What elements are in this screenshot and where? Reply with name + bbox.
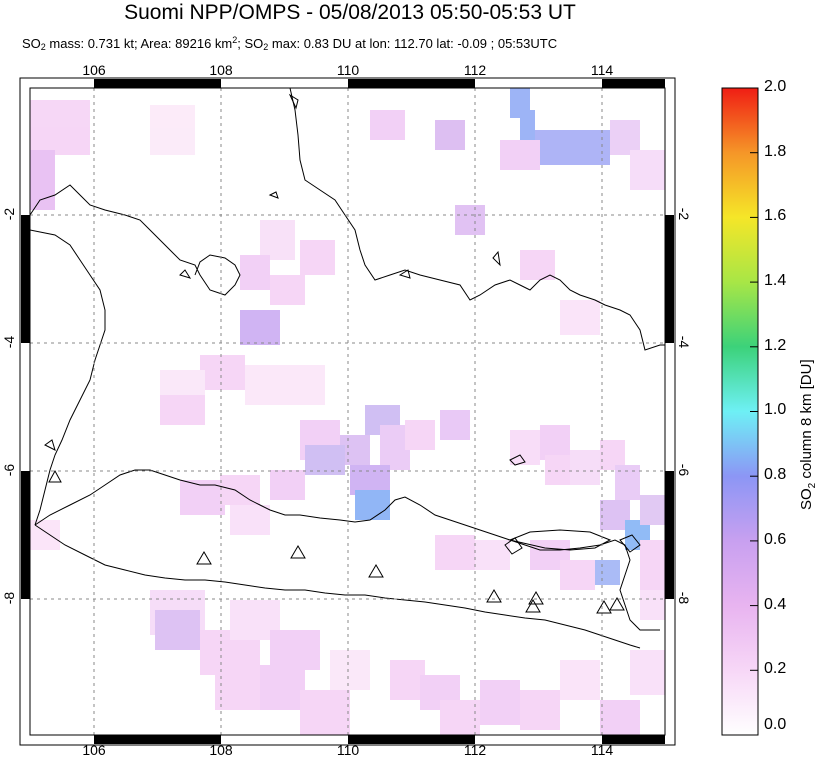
lon-tick-top: 106 xyxy=(82,62,106,78)
colorbar-label: 0.2 xyxy=(764,660,787,677)
lat-tick-left: -2 xyxy=(1,207,17,221)
lat-tick-right: -2 xyxy=(676,207,692,221)
lat-tick-left: -8 xyxy=(1,591,17,605)
volcano-markers xyxy=(48,469,625,614)
map-frame xyxy=(19,77,676,746)
lon-tick-top: 108 xyxy=(209,62,233,78)
lat-tick-right: -4 xyxy=(676,335,692,349)
graticule xyxy=(30,88,665,735)
lat-tick-left: -6 xyxy=(1,463,17,477)
colorbar-title: SO2 column 8 km [DU] xyxy=(798,359,818,510)
lat-tick-right: -6 xyxy=(676,463,692,477)
lon-tick-bottom: 110 xyxy=(336,742,360,758)
lon-tick-top: 112 xyxy=(463,62,487,78)
lon-tick-bottom: 108 xyxy=(209,742,233,758)
lon-tick-bottom: 114 xyxy=(590,742,614,758)
lon-tick-bottom: 106 xyxy=(82,742,106,758)
colorbar-label: 1.6 xyxy=(764,207,787,224)
coastlines xyxy=(30,88,665,649)
colorbar-label: 1.0 xyxy=(764,401,787,418)
colorbar-label: 1.4 xyxy=(764,272,787,289)
lon-tick-top: 114 xyxy=(590,62,614,78)
colorbar xyxy=(721,87,759,736)
colorbar-label: 0.0 xyxy=(764,716,787,733)
map-title: Suomi NPP/OMPS - 05/08/2013 05:50-05:53 … xyxy=(124,1,576,24)
map-area xyxy=(30,88,665,735)
lon-tick-bottom: 112 xyxy=(463,742,487,758)
colorbar-label: 0.4 xyxy=(764,596,787,613)
so2-stats-line: SO2 mass: 0.731 kt; Area: 89216 km2; SO2… xyxy=(22,35,558,52)
so2-pixels xyxy=(30,88,665,735)
lat-tick-right: -8 xyxy=(676,591,692,605)
lon-tick-top: 110 xyxy=(336,62,360,78)
colorbar-label: 0.8 xyxy=(764,466,787,483)
colorbar-label: 2.0 xyxy=(764,78,787,95)
colorbar-label: 1.8 xyxy=(764,143,787,160)
colorbar-label: 1.2 xyxy=(764,337,787,354)
lat-tick-left: -4 xyxy=(1,335,17,349)
colorbar-label: 0.6 xyxy=(764,531,787,548)
